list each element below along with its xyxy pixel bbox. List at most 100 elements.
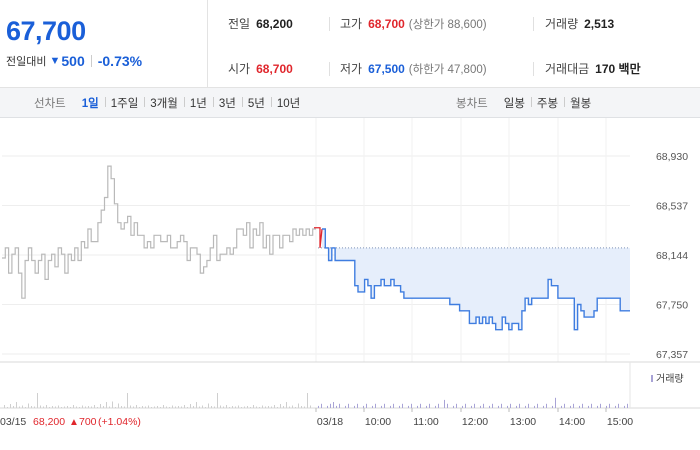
volume-bar xyxy=(169,407,170,408)
tab-weekly[interactable]: 주봉 xyxy=(530,95,564,111)
volume-bar xyxy=(606,405,607,408)
volume-bar xyxy=(25,407,26,408)
volume-bar xyxy=(67,406,68,408)
stat-label: 전일 xyxy=(228,17,251,31)
up-arrow-icon: ▲ xyxy=(69,417,79,428)
stat-label: 거래량 xyxy=(545,17,579,31)
volume-bar xyxy=(250,407,251,408)
volume-bar xyxy=(136,405,137,408)
volume-bar xyxy=(295,407,296,408)
volume-bar xyxy=(199,406,200,408)
stat-value: 170 백만 xyxy=(595,62,641,76)
lower-limit-note: (하한가 47,800) xyxy=(408,64,487,76)
stat-open: 시가 68,700 xyxy=(228,60,293,77)
volume-bar xyxy=(564,403,565,408)
volume-bar xyxy=(256,406,257,408)
stat-amount: 거래대금 170 백만 xyxy=(545,60,641,77)
divider xyxy=(90,55,92,67)
x-tick-label: 03/18 xyxy=(317,416,343,428)
stat-value: 68,700 xyxy=(368,17,405,31)
y-axis-labels: 68,930 68,537 68,144 67,750 67,357 xyxy=(656,151,688,361)
volume-bar xyxy=(339,403,340,408)
volume-bar xyxy=(76,406,77,408)
prev-day-date: 03/15 xyxy=(0,416,26,428)
x-tick-label: 12:00 xyxy=(462,416,488,428)
stat-low: 저가 67,500 (하한가 47,800) xyxy=(340,60,487,77)
volume-bar xyxy=(13,406,14,408)
volume-bar xyxy=(268,406,269,408)
volume-bar xyxy=(348,403,349,408)
volume-bar xyxy=(196,402,197,408)
volume-bar xyxy=(555,397,556,408)
volume-bar xyxy=(345,405,346,408)
tab-5y[interactable]: 5년 xyxy=(241,95,271,111)
volume-bar xyxy=(241,407,242,408)
volume-bar xyxy=(624,405,625,408)
volume-bar xyxy=(372,405,373,408)
divider xyxy=(533,62,534,76)
volume-bar xyxy=(426,405,427,408)
divider xyxy=(533,17,534,31)
y-tick-label: 67,357 xyxy=(656,349,688,361)
volume-bar xyxy=(208,403,209,408)
prev-day-close: 68,200 xyxy=(33,416,65,428)
volume-bar xyxy=(310,405,311,408)
volume-bar xyxy=(181,406,182,408)
volume-bar xyxy=(94,405,95,408)
volume-bar xyxy=(70,407,71,408)
volume-bar xyxy=(205,407,206,408)
volume-bar xyxy=(363,405,364,408)
volume-bar xyxy=(157,406,158,408)
stat-value: 67,500 xyxy=(368,62,405,76)
volume-legend-label: 거래량 xyxy=(656,373,684,385)
y-tick-label: 68,930 xyxy=(656,151,688,163)
volume-legend: 거래량 xyxy=(651,373,684,385)
volume-bar xyxy=(52,406,53,408)
volume-bar xyxy=(402,403,403,408)
volume-bar xyxy=(444,399,445,408)
volume-bar xyxy=(546,403,547,408)
volume-bar xyxy=(259,407,260,408)
volume-bar xyxy=(417,405,418,408)
volume-bar xyxy=(330,403,331,408)
today-price-line xyxy=(322,228,630,331)
volume-bar xyxy=(582,403,583,408)
volume-bar xyxy=(190,404,191,408)
candle-chart-tabs: 봉차트 일봉 주봉 월봉 xyxy=(456,88,597,118)
volume-bar xyxy=(262,405,263,408)
volume-bar xyxy=(238,405,239,408)
tab-3m[interactable]: 3개월 xyxy=(144,95,184,111)
open-gap-line xyxy=(314,227,323,248)
tab-1d[interactable]: 1일 xyxy=(81,98,99,110)
volume-bar xyxy=(516,405,517,408)
stat-high: 고가 68,700 (상한가 88,600) xyxy=(340,15,487,32)
tab-daily[interactable]: 일봉 xyxy=(503,98,525,110)
volume-bar xyxy=(462,405,463,408)
tab-1w[interactable]: 1주일 xyxy=(104,95,145,111)
volume-bar xyxy=(34,406,35,408)
below-prev-close-fill xyxy=(322,229,630,330)
volume-bar xyxy=(384,403,385,408)
tab-1y[interactable]: 1년 xyxy=(183,95,213,111)
volume-bar xyxy=(453,405,454,408)
volume-bar xyxy=(280,404,281,408)
stat-value: 2,513 xyxy=(584,17,615,31)
volume-bar xyxy=(115,407,116,408)
x-tick-label: 11:00 xyxy=(413,416,439,428)
volume-bar xyxy=(528,403,529,408)
volume-bar xyxy=(172,405,173,408)
stats-panel: 전일 68,200 고가 68,700 (상한가 88,600) 거래량 2,5… xyxy=(208,0,700,88)
volume-bar xyxy=(492,403,493,408)
volume-legend-swatch xyxy=(651,375,653,382)
volume-bar xyxy=(178,406,179,408)
tab-3y[interactable]: 3년 xyxy=(212,95,242,111)
volume-bar xyxy=(229,407,230,408)
volume-bar xyxy=(292,405,293,408)
volume-bar xyxy=(253,405,254,408)
volume-bar xyxy=(510,403,511,408)
volume-bar xyxy=(103,406,104,408)
tab-10y[interactable]: 10년 xyxy=(270,95,306,111)
volume-bar xyxy=(88,406,89,408)
volume-bar xyxy=(109,406,110,408)
tab-monthly[interactable]: 월봉 xyxy=(564,95,597,111)
